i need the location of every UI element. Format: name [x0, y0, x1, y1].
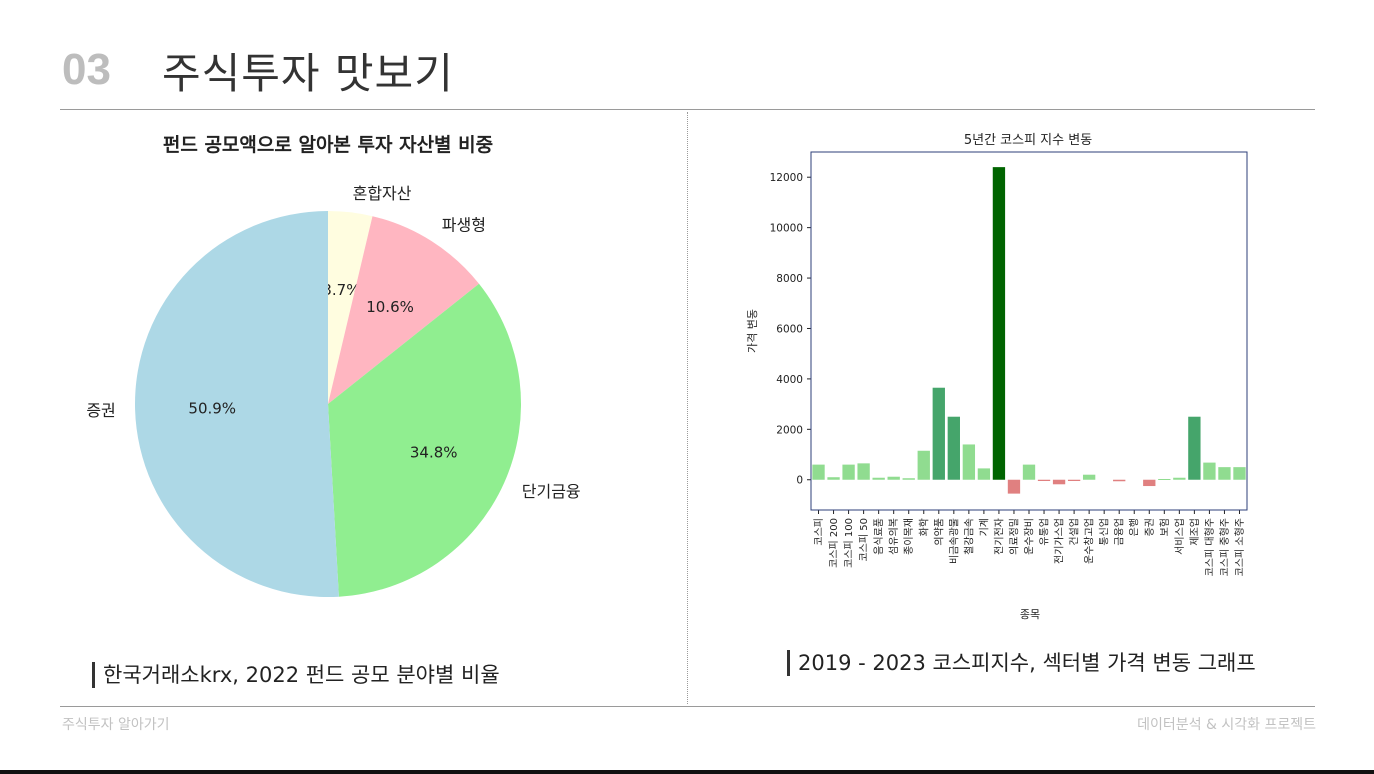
bar	[1007, 479, 1021, 494]
bar	[902, 478, 915, 480]
x-tick-label: 증권	[1144, 518, 1156, 536]
pie-caption: 한국거래소krx, 2022 펀드 공모 분야별 비율	[92, 662, 500, 688]
y-axis-label: 가격 변동	[746, 309, 759, 353]
x-tick-label: 금융업	[1113, 518, 1126, 546]
pie-pct-label: 50.9%	[188, 399, 236, 417]
x-tick-label: 은행	[1129, 518, 1141, 536]
footer-right: 데이터분석 & 시각화 프로젝트	[1137, 717, 1316, 733]
x-tick-label: 코스피 대형주	[1204, 518, 1216, 576]
pie-slice-label: 증권	[86, 401, 115, 420]
x-tick-label: 기계	[978, 518, 990, 536]
page-title: 주식투자 맛보기	[162, 48, 454, 98]
bar-chart: 5년간 코스피 지수 변동 0 2000 4000 6000 8000 10000 1200…	[746, 133, 1248, 621]
pie-pct-label: 34.8%	[410, 443, 458, 461]
pie-chart: 펀드 공모액으로 알아본 투자 자산별 비중 혼합자산 3.7% 파생형 10.6% 단…	[86, 134, 581, 597]
y-tick-label: 12000	[770, 172, 803, 184]
section-number: 03	[62, 45, 111, 94]
pie-slice-label: 파생형	[442, 216, 486, 235]
x-tick-label: 의약품	[933, 518, 945, 546]
x-tick-label: 코스피 100	[843, 518, 855, 568]
x-tick-label: 보험	[1159, 518, 1171, 536]
pie-slice-label: 단기금융	[522, 482, 581, 501]
pie-pct-label: 3.7%	[322, 281, 360, 299]
y-tick-label: 2000	[776, 424, 803, 436]
column-divider	[687, 112, 688, 704]
bar-chart-panel: 5년간 코스피 지수 변동 0 2000 4000 6000 8000 10000 1200…	[700, 118, 1360, 638]
bar	[887, 476, 900, 480]
bar	[977, 468, 991, 480]
section-header: 03 주식투자 맛보기	[62, 40, 454, 100]
pie-pct-label: 10.6%	[366, 298, 414, 316]
x-tick-label: 전기가스업	[1053, 518, 1066, 564]
pie-slice-label: 혼합자산	[353, 184, 412, 203]
x-axis-label: 종목	[1020, 608, 1040, 621]
y-tick-label: 10000	[770, 223, 803, 235]
header-divider	[60, 109, 1315, 110]
x-tick-label: 의료정밀	[1008, 518, 1020, 555]
pie-slice	[328, 216, 480, 404]
bar	[1158, 478, 1171, 480]
bar	[1188, 416, 1201, 480]
bar	[1113, 479, 1126, 482]
x-tick-label: 코스피 200	[828, 518, 840, 568]
bar	[872, 477, 885, 480]
bar	[1082, 474, 1096, 480]
bar	[1037, 479, 1051, 482]
bar	[932, 387, 945, 480]
bar	[962, 444, 976, 480]
bottom-bar	[0, 770, 1374, 774]
y-tick-label: 0	[796, 475, 803, 487]
x-tick-label: 코스피 50	[858, 518, 870, 562]
pie-chart-title: 펀드 공모액으로 알아본 투자 자산별 비중	[163, 134, 493, 156]
x-tick-label: 코스피	[813, 518, 825, 546]
x-tick-label: 비금속광물	[948, 518, 960, 564]
x-tick-label: 화학	[918, 518, 930, 536]
footer-left: 주식투자 알아가기	[62, 717, 170, 733]
x-tick-label: 통신업	[1098, 518, 1111, 546]
bar	[1173, 477, 1186, 480]
x-tick-label: 음식료품	[873, 518, 885, 555]
footer-divider	[60, 706, 1315, 707]
bar	[1052, 479, 1066, 485]
bar-chart-title: 5년간 코스피 지수 변동	[964, 133, 1092, 148]
bar	[1022, 464, 1036, 480]
bar	[1067, 479, 1081, 482]
y-tick-label: 8000	[776, 273, 803, 285]
pie-slice	[328, 283, 521, 597]
x-tick-label: 제조업	[1188, 518, 1201, 546]
x-tick-label: 섬유의복	[888, 518, 900, 555]
bar	[917, 450, 930, 480]
x-tick-label: 코스피 소형주	[1234, 518, 1246, 576]
y-tick-label: 6000	[776, 323, 803, 335]
x-tick-label: 건설업	[1068, 518, 1081, 546]
pie-chart-panel: 펀드 공모액으로 알아본 투자 자산별 비중 혼합자산 3.7% 파생형 10.6% 단…	[40, 118, 640, 638]
bar	[812, 464, 825, 480]
bar	[1233, 467, 1246, 480]
x-tick-label: 철강금속	[963, 518, 975, 555]
bar	[992, 167, 1006, 480]
bar	[947, 416, 960, 480]
x-tick-label: 운수창고업	[1083, 518, 1096, 564]
bar	[1143, 479, 1156, 487]
x-tick-label: 코스피 중형주	[1219, 518, 1231, 576]
pie-slice	[134, 211, 339, 597]
x-tick-label: 운수장비	[1024, 518, 1036, 555]
bar	[827, 477, 840, 480]
pie-slice	[328, 211, 373, 404]
x-tick-label: 전기전자	[993, 518, 1005, 555]
x-tick-label: 유통업	[1038, 518, 1051, 546]
x-tick-label: 서비스업	[1173, 518, 1186, 555]
y-tick-label: 4000	[776, 374, 803, 386]
bar	[1218, 467, 1231, 480]
bar	[1203, 462, 1216, 480]
plot-frame	[810, 151, 1248, 511]
bar	[842, 464, 855, 480]
bar	[857, 463, 870, 480]
bar-caption: 2019 - 2023 코스피지수, 섹터별 가격 변동 그래프	[787, 650, 1256, 676]
x-tick-label: 종이목재	[903, 518, 915, 555]
